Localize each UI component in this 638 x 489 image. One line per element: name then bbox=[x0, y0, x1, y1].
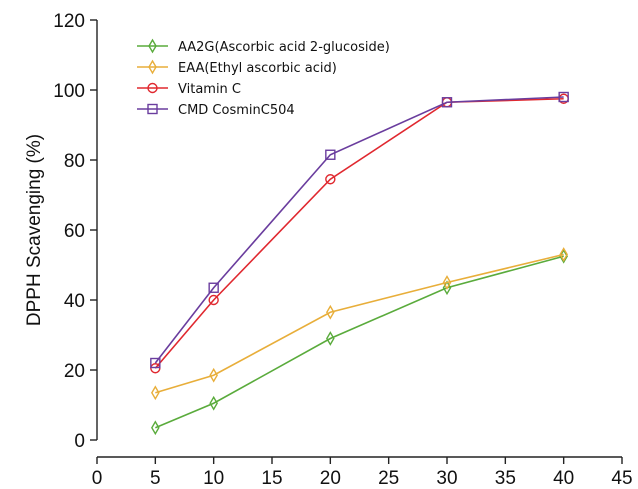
y-tick-label: 0 bbox=[74, 431, 85, 452]
data-point bbox=[209, 367, 218, 383]
y-tick-label: 60 bbox=[64, 221, 85, 242]
legend-label: CMD CosminC504 bbox=[178, 103, 295, 118]
series-layer bbox=[150, 91, 569, 436]
data-point bbox=[150, 363, 161, 374]
series-2 bbox=[151, 247, 568, 401]
x-tick-label: 45 bbox=[611, 468, 632, 489]
legend-item: Vitamin C bbox=[137, 82, 241, 97]
data-point bbox=[151, 385, 160, 401]
axis-ticks: 0 20 40 60 80 100 120 0 5 10 15 20 25 30 35 40 45 bbox=[53, 11, 632, 489]
data-point bbox=[151, 420, 160, 436]
legend: AA2G(Ascorbic acid 2-glucoside) EAA(Ethyl… bbox=[137, 38, 390, 118]
data-point bbox=[208, 282, 219, 293]
x-tick-label: 35 bbox=[495, 468, 516, 489]
data-point bbox=[559, 247, 568, 262]
x-tick-label: 15 bbox=[261, 468, 282, 489]
legend-marker bbox=[147, 82, 158, 94]
y-tick-label: 20 bbox=[64, 361, 85, 382]
x-tick-label: 40 bbox=[553, 468, 574, 489]
series-4 bbox=[150, 91, 569, 369]
data-point bbox=[558, 91, 569, 103]
series-1 bbox=[151, 248, 568, 436]
data-point bbox=[208, 294, 219, 306]
data-point bbox=[325, 149, 336, 160]
data-point bbox=[326, 331, 335, 346]
x-tick-label: 10 bbox=[203, 468, 224, 489]
legend-item: EAA(Ethyl ascorbic acid) bbox=[137, 59, 337, 76]
x-tick-label: 25 bbox=[378, 468, 399, 489]
legend-marker bbox=[147, 103, 158, 115]
legend-item: AA2G(Ascorbic acid 2-glucoside) bbox=[137, 38, 390, 55]
data-point bbox=[441, 97, 453, 108]
y-tick-label: 100 bbox=[53, 81, 85, 102]
series-3 bbox=[150, 93, 569, 374]
legend-item: CMD CosminC504 bbox=[137, 103, 295, 118]
series-line bbox=[155, 255, 564, 429]
series-line bbox=[154, 97, 564, 369]
y-tick-label: 40 bbox=[64, 291, 85, 312]
legend-label: AA2G(Ascorbic acid 2-glucoside) bbox=[178, 40, 390, 55]
y-tick-label: 80 bbox=[64, 151, 85, 172]
series-line bbox=[155, 253, 564, 394]
data-point bbox=[442, 275, 452, 290]
legend-marker bbox=[148, 38, 157, 54]
x-tick-label: 30 bbox=[436, 468, 457, 489]
legend-label: EAA(Ethyl ascorbic acid) bbox=[178, 61, 337, 76]
legend-label: Vitamin C bbox=[178, 82, 241, 97]
x-tick-label: 5 bbox=[150, 468, 161, 489]
data-point bbox=[326, 304, 335, 320]
y-tick-label: 120 bbox=[53, 11, 85, 32]
data-point bbox=[150, 357, 161, 369]
data-point bbox=[325, 174, 336, 185]
x-tick-label: 20 bbox=[320, 468, 341, 489]
data-point bbox=[209, 395, 218, 411]
y-axis-label: DPPH Scavenging (%) bbox=[24, 134, 45, 326]
series-line bbox=[154, 96, 564, 364]
legend-marker bbox=[148, 59, 157, 75]
x-tick-label: 0 bbox=[92, 468, 103, 489]
